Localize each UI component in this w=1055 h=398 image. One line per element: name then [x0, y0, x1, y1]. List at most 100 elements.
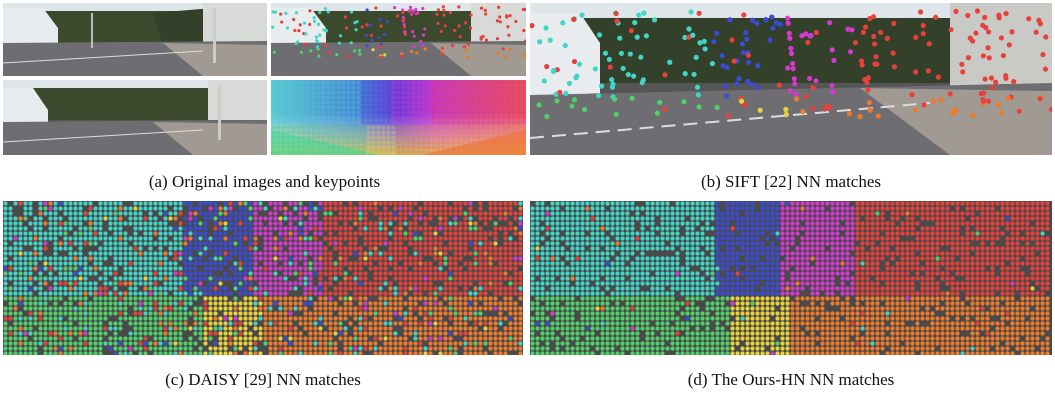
flow-dot — [428, 301, 433, 306]
flow-dot — [348, 296, 353, 301]
flow-dot — [78, 281, 83, 286]
flow-dot — [138, 271, 143, 276]
flow-dot — [471, 85, 476, 90]
flow-dot — [301, 85, 306, 90]
flow-dot — [258, 251, 263, 256]
flow-dot — [48, 291, 53, 296]
flow-dot — [508, 266, 513, 271]
keypoint-dot — [1000, 52, 1007, 59]
flow-dot — [488, 246, 493, 251]
flow-dot — [133, 261, 138, 266]
flow-dot — [750, 226, 755, 231]
flow-dot — [685, 206, 690, 211]
flow-dot — [478, 246, 483, 251]
keypoint-dot — [368, 23, 372, 28]
flow-dot — [493, 256, 498, 261]
flow-dot — [268, 301, 273, 306]
flow-dot — [383, 281, 388, 286]
flow-dot — [590, 211, 595, 216]
flow-dot — [316, 125, 321, 130]
flow-dot — [453, 266, 458, 271]
flow-dot — [458, 276, 463, 281]
flow-dot — [358, 351, 363, 355]
flow-dot — [153, 336, 158, 341]
flow-dot — [550, 211, 555, 216]
flow-dot — [328, 291, 333, 296]
flow-dot — [386, 120, 391, 125]
flow-dot — [303, 351, 308, 355]
flow-dot — [451, 145, 456, 150]
flow-dot — [68, 241, 73, 246]
flow-dot — [351, 150, 356, 155]
keypoint-dot — [385, 20, 390, 24]
flow-dot — [38, 316, 43, 321]
flow-dot — [745, 236, 750, 241]
flow-dot — [463, 251, 468, 256]
flow-dot — [198, 346, 203, 351]
flow-dot — [800, 236, 805, 241]
flow-dot — [945, 236, 950, 241]
flow-dot — [451, 105, 456, 110]
flow-dot — [218, 336, 223, 341]
flow-dot — [363, 221, 368, 226]
flow-dot — [498, 246, 503, 251]
flow-dot — [403, 311, 408, 316]
flow-dot — [458, 201, 463, 206]
flow-dot — [48, 271, 53, 276]
flow-dot — [133, 271, 138, 276]
flow-dot — [13, 286, 18, 291]
flow-dot — [905, 246, 910, 251]
flow-dot — [276, 90, 281, 95]
flow-dot — [53, 206, 58, 211]
flow-dot — [550, 206, 555, 211]
flow-dot — [358, 331, 363, 336]
flow-dot — [258, 326, 263, 331]
flow-dot — [271, 90, 276, 95]
flow-dot — [436, 80, 441, 85]
flow-dot — [378, 256, 383, 261]
flow-dot — [283, 281, 288, 286]
flow-dot — [880, 201, 885, 206]
flow-dot — [825, 236, 830, 241]
flow-dot — [600, 206, 605, 211]
flow-dot — [468, 236, 473, 241]
flow-dot — [68, 306, 73, 311]
flow-dot — [358, 336, 363, 341]
flow-dot — [48, 346, 53, 351]
flow-dot — [428, 306, 433, 311]
flow-dot — [8, 291, 13, 296]
flow-dot — [368, 246, 373, 251]
flow-dot — [198, 201, 203, 206]
flow-dot — [63, 326, 68, 331]
flow-dot — [298, 346, 303, 351]
flow-dot — [323, 316, 328, 321]
flow-dot — [143, 241, 148, 246]
flow-dot — [461, 135, 466, 140]
flow-dot — [53, 321, 58, 326]
flow-dot — [78, 241, 83, 246]
flow-dot — [770, 221, 775, 226]
flow-dot — [463, 316, 468, 321]
flow-dot — [670, 226, 675, 231]
flow-dot — [148, 286, 153, 291]
flow-dot — [473, 266, 478, 271]
keypoint-dot — [358, 52, 362, 56]
flow-dot — [418, 331, 423, 336]
flow-dot — [765, 201, 770, 206]
flow-dot — [448, 276, 453, 281]
flow-dot — [493, 346, 498, 351]
flow-dot — [268, 341, 273, 346]
flow-dot — [421, 135, 426, 140]
flow-dot — [411, 105, 416, 110]
flow-dot — [33, 306, 38, 311]
flow-dot — [193, 261, 198, 266]
flow-dot — [890, 216, 895, 221]
original-image-frame-1 — [3, 3, 267, 76]
flow-dot — [503, 301, 508, 306]
flow-dot — [373, 231, 378, 236]
flow-dot — [1020, 246, 1025, 251]
flow-dot — [880, 241, 885, 246]
flow-dot — [443, 291, 448, 296]
flow-dot — [238, 346, 243, 351]
flow-dot — [168, 211, 173, 216]
